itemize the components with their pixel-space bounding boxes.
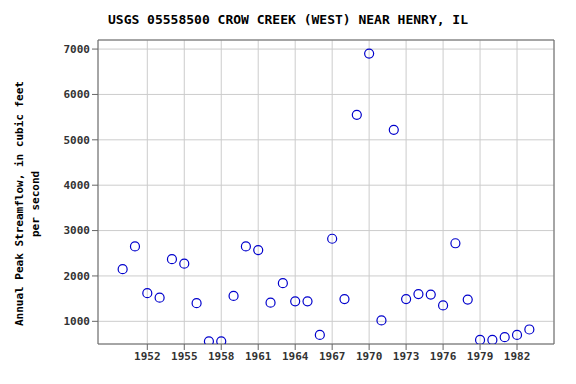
svg-text:1970: 1970 [356, 350, 383, 363]
svg-text:5000: 5000 [64, 134, 91, 147]
svg-text:1952: 1952 [134, 350, 161, 363]
svg-text:1967: 1967 [319, 350, 346, 363]
svg-text:1976: 1976 [430, 350, 457, 363]
svg-text:6000: 6000 [64, 88, 91, 101]
svg-text:3000: 3000 [64, 224, 91, 237]
html-text:Annual Peak Streamflow, in cub: Annual Peak Streamflow, in cubic feet pe… [13, 81, 42, 327]
svg-text:4000: 4000 [64, 179, 91, 192]
svg-text:1958: 1958 [208, 350, 235, 363]
svg-text:1979: 1979 [467, 350, 494, 363]
svg-text:1961: 1961 [245, 350, 272, 363]
svg-text:1973: 1973 [393, 350, 420, 363]
svg-text:1000: 1000 [64, 315, 91, 328]
svg-text:1964: 1964 [282, 350, 309, 363]
svg-text:1955: 1955 [171, 350, 198, 363]
html-text:USGS 05558500 CROW CREEK (WEST: USGS 05558500 CROW CREEK (WEST) NEAR HEN… [108, 12, 468, 27]
svg-text:7000: 7000 [64, 43, 91, 56]
svg-text:2000: 2000 [64, 270, 91, 283]
svg-text:1982: 1982 [504, 350, 531, 363]
